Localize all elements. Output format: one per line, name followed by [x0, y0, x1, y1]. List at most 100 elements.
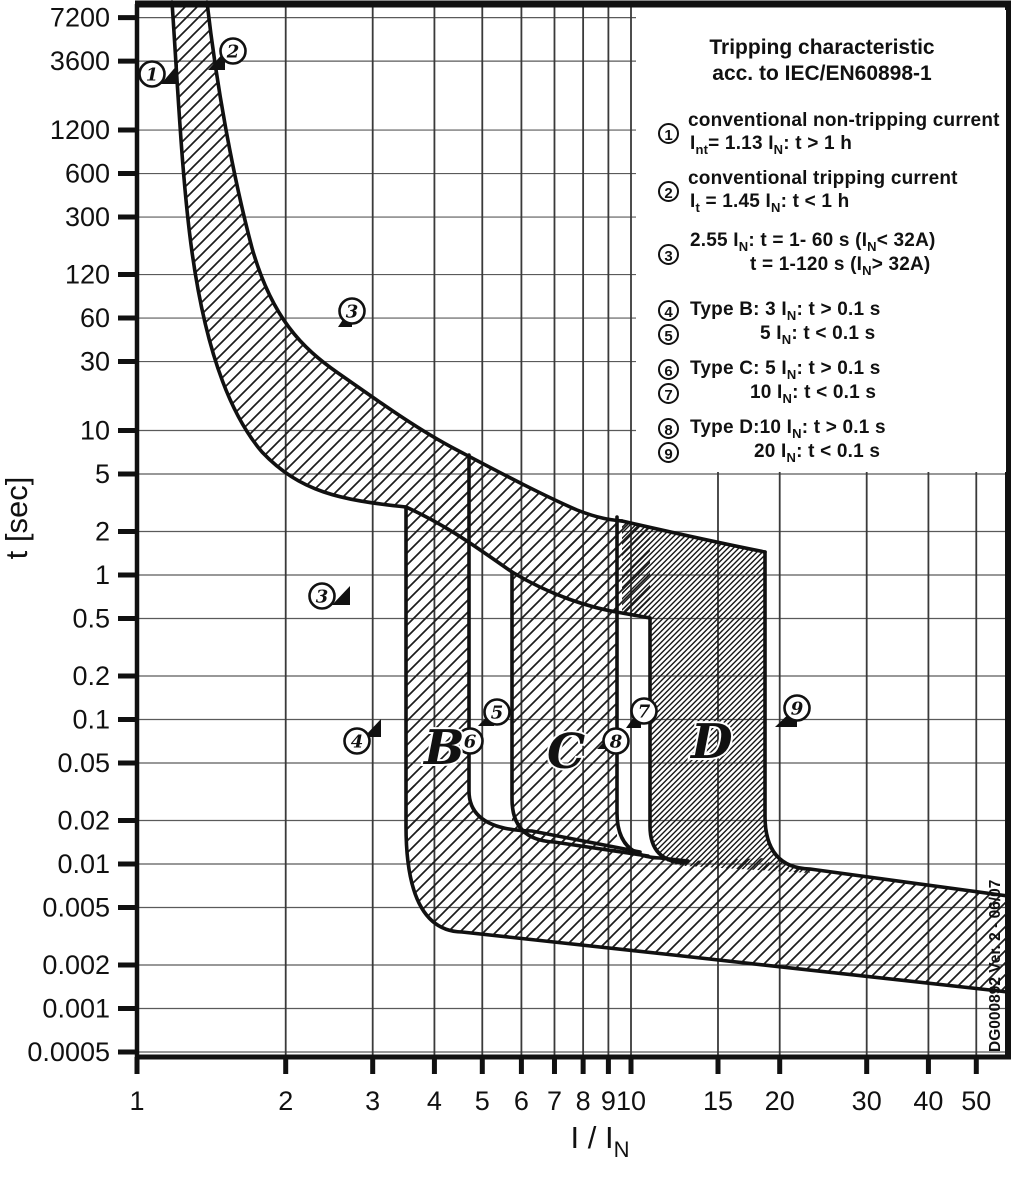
legend-item-number: 5 [658, 324, 679, 345]
x-tick-label: 40 [913, 1086, 943, 1116]
marker-circle [219, 37, 247, 65]
legend-item-text: 5 IN: t < 0.1 s [760, 323, 876, 347]
x-tick-label: 9 [601, 1086, 616, 1116]
legend-item-text: conventional non-tripping current [688, 110, 1000, 131]
hatched-band-light [172, 2, 650, 618]
y-tick-label: 0.5 [72, 603, 110, 633]
y-tick-label: 300 [65, 202, 110, 232]
marker-number: 7 [638, 702, 651, 723]
characteristic-curves [170, 0, 1010, 994]
region-label: B [422, 720, 465, 776]
y-tick-label: 0.05 [57, 748, 110, 778]
axis-tick-labels: 7200360012006003001206030105210.50.20.10… [27, 3, 991, 1116]
x-tick-label: 6 [514, 1086, 529, 1116]
boundary-curve [510, 570, 650, 858]
y-tick-label: 7200 [50, 3, 110, 33]
y-tick-label: 60 [80, 303, 110, 333]
y-tick-label: 1200 [50, 115, 110, 145]
x-tick-label: 5 [475, 1086, 490, 1116]
marker-circle [630, 697, 658, 725]
region-letter-labels: B C D [420, 712, 735, 782]
x-tick-label: 20 [765, 1086, 795, 1116]
legend-item-number: 9 [658, 442, 679, 463]
marker-flag-triangle [364, 719, 381, 737]
boundary-curve [620, 519, 767, 554]
region-label: C [547, 724, 585, 780]
y-tick-label: 0.0005 [27, 1037, 110, 1067]
region-label: D [689, 714, 733, 770]
y-tick-label: 0.002 [42, 950, 110, 980]
y-tick-label: 0.2 [72, 661, 110, 691]
marker-number: 2 [226, 42, 240, 63]
x-tick-label: 1 [129, 1086, 144, 1116]
marker-circle [483, 698, 511, 726]
legend-item-text: 2.55 IN: t = 1- 60 s (IN< 32A) [690, 230, 936, 254]
y-tick-label: 30 [80, 347, 110, 377]
legend-item-number: 4 [658, 300, 679, 321]
y-tick-label: 10 [80, 416, 110, 446]
legend-item-number: 3 [658, 244, 679, 265]
legend-item-text: Type C: 5 IN: t > 0.1 s [690, 358, 881, 382]
axis-titles: t [sec] I / IN [0, 477, 629, 1162]
y-tick-label: 0.01 [57, 849, 110, 879]
marker-circle [602, 727, 630, 755]
boundary-curve [404, 505, 1010, 994]
boundary-curve [205, 0, 624, 523]
legend-item-number: 1 [658, 123, 679, 144]
marker-number: 8 [609, 732, 623, 753]
boundary-curve [648, 616, 688, 865]
legend-item-text: Int= 1.13 IN: t > 1 h [690, 133, 853, 157]
y-tick-label: 0.005 [42, 892, 110, 922]
legend-item-text: It = 1.45 IN: t < 1 h [690, 191, 850, 215]
x-tick-label: 8 [576, 1086, 591, 1116]
marker-circle [138, 60, 166, 88]
legend-item-number: 8 [658, 418, 679, 439]
marker-number: 5 [491, 703, 504, 724]
axes-frame [118, 0, 1011, 1074]
legend-item-number: 7 [658, 383, 679, 404]
y-tick-label: 0.1 [72, 705, 110, 735]
x-tick-label: 50 [961, 1086, 991, 1116]
marker-circle [338, 297, 366, 325]
boundary-curve [615, 515, 690, 863]
x-axis-title: I / IN [571, 1120, 630, 1162]
marker-number: 9 [791, 699, 804, 720]
boundary-curve [763, 550, 1010, 898]
legend-item-text: t = 1-120 s (IN> 32A) [750, 254, 931, 278]
x-tick-label: 3 [365, 1086, 380, 1116]
marker-circle [308, 582, 336, 610]
legend-item-text: 10 IN: t < 0.1 s [750, 382, 877, 406]
y-tick-label: 0.001 [42, 994, 110, 1024]
marker-circle [783, 694, 811, 722]
legend-item-text: conventional tripping current [688, 168, 958, 189]
legend-item-text: Type D:10 IN: t > 0.1 s [690, 417, 886, 441]
legend-item-number: 2 [658, 181, 679, 202]
x-tick-label: 10 [616, 1086, 646, 1116]
x-tick-label: 2 [278, 1086, 293, 1116]
y-axis-title: t [sec] [0, 477, 34, 560]
marker-flag-triangle [161, 64, 178, 84]
marker-circle [343, 727, 371, 755]
marker-number: 6 [464, 732, 477, 753]
legend-item-text: Type B: 3 IN: t > 0.1 s [690, 299, 881, 323]
y-tick-label: 5 [95, 459, 110, 489]
hatched-band-dense-type-d [622, 521, 810, 873]
marker-number: 3 [316, 587, 329, 608]
boundary-curve [467, 453, 642, 854]
x-tick-label: 4 [427, 1086, 442, 1116]
legend-item-number: 6 [658, 359, 679, 380]
marker-number: 4 [351, 732, 364, 753]
y-tick-label: 0.02 [57, 806, 110, 836]
document-number: DG000892 Ver. 2 - 06/07 [987, 880, 1004, 1052]
y-tick-label: 3600 [50, 46, 110, 76]
legend-box: Tripping characteristic acc. to IEC/EN60… [638, 10, 1006, 472]
document-number-note: DG000892 Ver. 2 - 06/07 [987, 880, 1004, 1052]
marker-flag-triangle [332, 586, 350, 605]
legend-item-text: 20 IN: t < 0.1 s [754, 441, 881, 465]
y-tick-label: 2 [95, 517, 110, 547]
marker-number: 1 [146, 65, 159, 86]
hatched-band-light [512, 517, 617, 845]
marker-circle [456, 727, 484, 755]
